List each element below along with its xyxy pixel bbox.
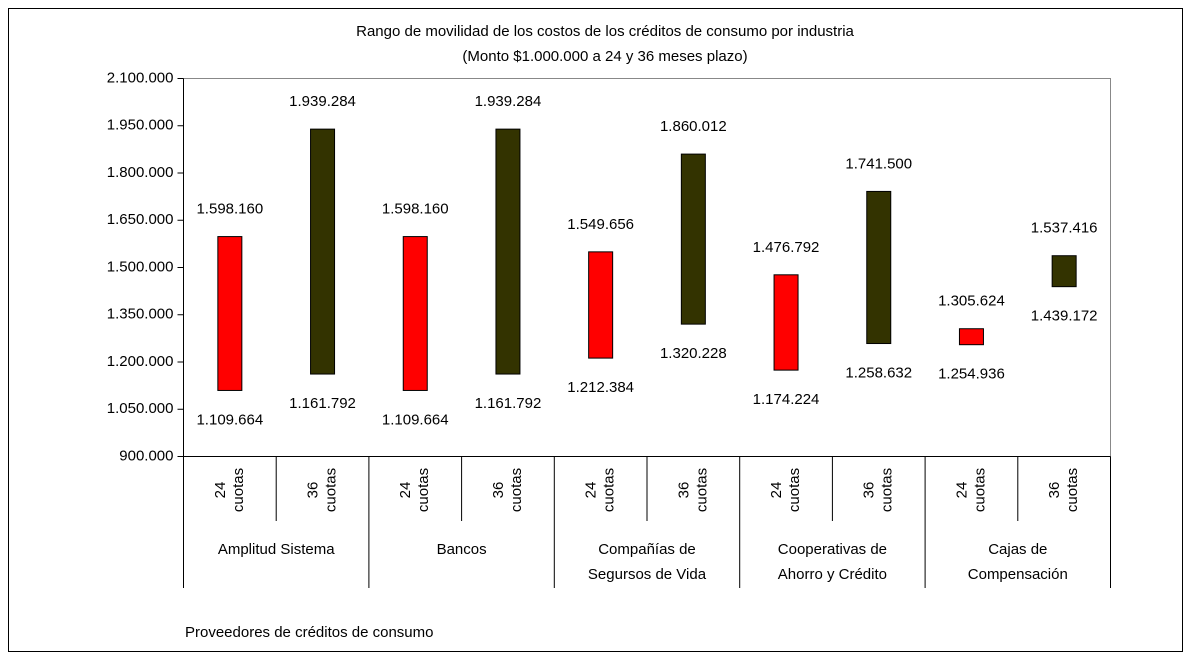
- y-tick-label: 1.950.000: [107, 117, 174, 134]
- category-label: cuotas: [323, 468, 340, 512]
- chart-title: Rango de movilidad de los costos de los …: [356, 23, 854, 40]
- range-bar: [958, 328, 984, 346]
- category-label: cuotas: [415, 468, 432, 512]
- range-bar: [310, 128, 336, 375]
- range-bar: [495, 128, 521, 375]
- group-label: Amplitud Sistema: [218, 541, 335, 558]
- high-label: 1.939.284: [475, 93, 542, 110]
- group-label: Segursos de Vida: [588, 566, 707, 583]
- low-label: 1.439.172: [1031, 308, 1098, 325]
- category-label: cuotas: [1064, 468, 1081, 512]
- group-label: Ahorro y Crédito: [778, 566, 887, 583]
- y-tick-label: 1.800.000: [107, 164, 174, 181]
- category-label: cuotas: [601, 468, 618, 512]
- y-tick-label: 2.100.000: [107, 69, 174, 86]
- y-tick-label: 1.200.000: [107, 353, 174, 370]
- high-label: 1.476.792: [753, 239, 820, 256]
- group-label: Compañías de: [598, 541, 696, 558]
- plot-area: [183, 78, 1111, 457]
- chart-subtitle: (Monto $1.000.000 a 24 y 36 meses plazo): [462, 48, 747, 65]
- range-bar: [680, 153, 706, 325]
- low-label: 1.254.936: [938, 366, 1005, 383]
- range-bar: [217, 236, 243, 391]
- y-tick-label: 1.500.000: [107, 258, 174, 275]
- range-bar: [1051, 255, 1077, 288]
- low-label: 1.109.664: [196, 411, 263, 428]
- category-label: 36: [490, 482, 507, 499]
- category-label: 24: [397, 482, 414, 499]
- range-bar: [773, 274, 799, 371]
- low-label: 1.174.224: [753, 391, 820, 408]
- category-label: 36: [675, 482, 692, 499]
- low-label: 1.258.632: [845, 364, 912, 381]
- category-label: cuotas: [693, 468, 710, 512]
- range-bar: [588, 251, 614, 359]
- low-label: 1.109.664: [382, 411, 449, 428]
- high-label: 1.860.012: [660, 118, 727, 135]
- category-label: 24: [212, 482, 229, 499]
- range-bar: [402, 236, 428, 391]
- high-label: 1.598.160: [196, 201, 263, 218]
- category-label: cuotas: [879, 468, 896, 512]
- x-axis-label: Proveedores de créditos de consumo: [185, 624, 433, 641]
- low-label: 1.161.792: [475, 395, 542, 412]
- category-label: cuotas: [971, 468, 988, 512]
- category-label: 36: [1046, 482, 1063, 499]
- y-tick-label: 1.050.000: [107, 400, 174, 417]
- group-label: Cajas de: [988, 541, 1047, 558]
- low-label: 1.161.792: [289, 395, 356, 412]
- category-label: 24: [583, 482, 600, 499]
- category-label: 24: [768, 482, 785, 499]
- group-label: Bancos: [437, 541, 487, 558]
- high-label: 1.537.416: [1031, 220, 1098, 237]
- group-label: Compensación: [968, 566, 1068, 583]
- high-label: 1.549.656: [567, 216, 634, 233]
- low-label: 1.212.384: [567, 379, 634, 396]
- low-label: 1.320.228: [660, 345, 727, 362]
- range-bar: [866, 190, 892, 345]
- high-label: 1.598.160: [382, 201, 449, 218]
- category-label: cuotas: [230, 468, 247, 512]
- category-label: cuotas: [508, 468, 525, 512]
- y-tick-label: 1.350.000: [107, 306, 174, 323]
- category-label: 24: [953, 482, 970, 499]
- high-label: 1.741.500: [845, 155, 912, 172]
- category-label: 36: [861, 482, 878, 499]
- y-tick-label: 900.000: [119, 447, 173, 464]
- group-label: Cooperativas de: [778, 541, 887, 558]
- y-tick-label: 1.650.000: [107, 211, 174, 228]
- category-label: 36: [305, 482, 322, 499]
- high-label: 1.939.284: [289, 93, 356, 110]
- high-label: 1.305.624: [938, 293, 1005, 310]
- category-label: cuotas: [786, 468, 803, 512]
